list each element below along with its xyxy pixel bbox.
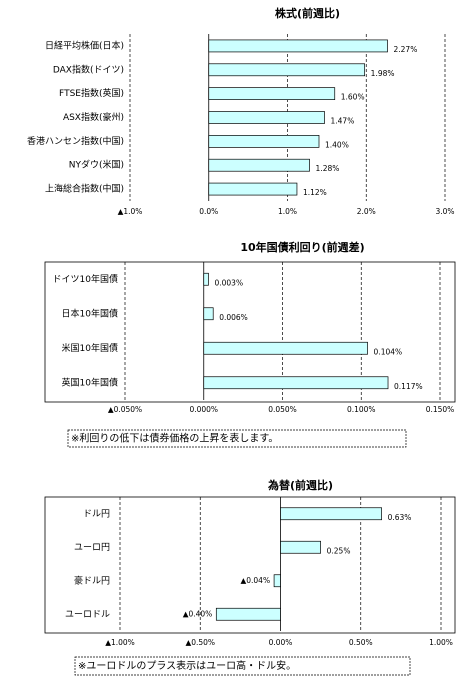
value-label: ▲0.04% — [240, 576, 270, 585]
bar — [273, 574, 281, 588]
bar — [208, 87, 336, 100]
category-label: 日経平均株価(日本) — [45, 39, 124, 51]
category-label: 米国10年国債 — [62, 342, 118, 354]
plot-frame — [44, 261, 456, 403]
value-label: 0.63% — [388, 513, 412, 522]
category-label: ドイツ10年国債 — [53, 273, 118, 285]
category-label: ドル円 — [83, 508, 110, 519]
x-tick-label: 0.0% — [199, 207, 218, 216]
x-tick-label: 2.0% — [357, 207, 376, 216]
category-label: 日本10年国債 — [62, 307, 118, 319]
chart-title: 10年国債利回り(前週差) — [240, 240, 364, 254]
x-tick-label: ▲0.050% — [108, 405, 142, 414]
x-tick-label: 0.50% — [349, 638, 373, 647]
category-label: ユーロ円 — [74, 542, 110, 553]
x-tick-label: 0.050% — [268, 405, 297, 414]
value-label: 1.12% — [303, 188, 327, 197]
category-label: 香港ハンセン指数(中国) — [27, 135, 124, 147]
note-box — [67, 429, 407, 448]
note: ※利回りの低下は債券価格の上昇を表します。 — [71, 432, 278, 445]
value-label: 1.28% — [316, 164, 340, 173]
category-label: 豪ドル円 — [74, 574, 110, 586]
value-label: 0.003% — [214, 278, 243, 287]
value-label: 1.98% — [371, 69, 395, 78]
bar — [208, 135, 320, 148]
x-tick-label: ▲0.50% — [185, 638, 215, 647]
value-label: ▲0.40% — [183, 609, 213, 618]
value-label: 0.104% — [374, 347, 403, 356]
note-box — [74, 656, 411, 676]
x-tick-label: ▲1.00% — [105, 638, 135, 647]
bar — [280, 540, 321, 554]
value-label: 0.117% — [394, 382, 423, 391]
x-tick-label: 0.00% — [269, 638, 293, 647]
value-label: 1.60% — [341, 93, 365, 102]
bar — [215, 607, 281, 621]
x-tick-label: ▲1.0% — [118, 207, 143, 216]
bar — [280, 507, 382, 521]
x-tick-label: 3.0% — [435, 207, 454, 216]
bar — [208, 39, 388, 53]
category-label: DAX指数(ドイツ) — [53, 63, 124, 75]
category-label: 上海総合指数(中国) — [45, 183, 124, 195]
category-label: FTSE指数(英国) — [59, 87, 124, 99]
chart-title: 為替(前週比) — [268, 478, 333, 492]
value-label: 0.006% — [219, 313, 248, 322]
plot-frame — [44, 496, 456, 634]
bar — [203, 341, 368, 355]
value-label: 1.47% — [331, 117, 355, 126]
note: ※ユーロドルのプラス表示はユーロ高・ドル安。 — [78, 659, 296, 672]
category-label: 英国10年国債 — [62, 376, 118, 388]
x-tick-label: 0.100% — [347, 405, 376, 414]
x-tick-label: 0.000% — [189, 405, 218, 414]
value-label: 2.27% — [394, 45, 418, 54]
bar — [203, 376, 389, 390]
value-label: 0.25% — [327, 546, 351, 555]
x-tick-label: 1.0% — [278, 207, 297, 216]
bar — [208, 158, 310, 172]
bar — [208, 182, 298, 196]
category-label: ユーロドル — [65, 610, 110, 620]
bar — [203, 272, 209, 286]
bar — [208, 63, 366, 77]
value-label: 1.40% — [325, 140, 349, 149]
category-label: NYダウ(米国) — [69, 159, 124, 171]
category-label: ASX指数(豪州) — [63, 111, 124, 123]
x-tick-label: 0.150% — [426, 405, 455, 414]
bar — [203, 307, 214, 321]
bar — [208, 111, 325, 124]
x-tick-label: 1.00% — [429, 638, 453, 647]
chart-title: 株式(前週比) — [275, 6, 340, 20]
